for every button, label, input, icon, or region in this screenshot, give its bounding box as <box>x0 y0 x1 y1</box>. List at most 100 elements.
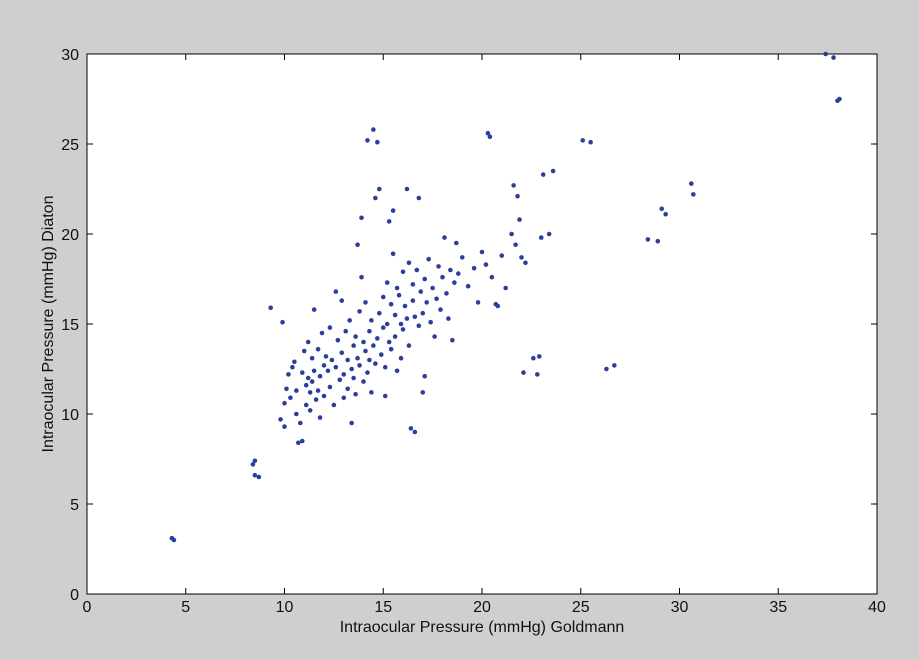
data-point <box>430 285 435 291</box>
data-point <box>365 138 370 143</box>
data-point <box>404 186 410 192</box>
x-tick-label: 25 <box>572 599 590 616</box>
data-point <box>333 364 339 370</box>
data-point <box>377 310 382 316</box>
y-tick-label: 20 <box>61 227 79 244</box>
data-point <box>410 298 416 303</box>
data-point <box>432 334 437 339</box>
data-point <box>456 271 461 276</box>
data-point <box>479 249 485 255</box>
data-point <box>612 363 617 368</box>
data-point <box>353 391 358 397</box>
data-point <box>416 323 422 329</box>
data-point <box>375 336 380 341</box>
x-tick-label: 40 <box>868 599 886 616</box>
data-point <box>377 186 382 192</box>
data-point <box>327 325 333 330</box>
data-point <box>386 339 392 345</box>
data-point <box>339 298 345 303</box>
data-point <box>317 373 323 379</box>
data-point <box>286 372 291 377</box>
x-axis-label: Intraocular Pressure (mmHg) Goldmann <box>340 619 625 636</box>
x-tick-label: 15 <box>374 599 392 616</box>
data-point <box>440 274 445 280</box>
data-point <box>357 363 362 368</box>
data-point <box>396 292 402 298</box>
data-point <box>406 260 412 266</box>
data-point <box>509 231 514 237</box>
data-point <box>546 231 552 237</box>
data-point <box>369 390 374 395</box>
data-point <box>341 395 347 401</box>
data-point <box>691 192 696 197</box>
data-point <box>361 339 366 345</box>
data-point <box>519 255 524 260</box>
data-point <box>349 420 354 426</box>
data-point <box>373 361 378 366</box>
data-point <box>420 310 426 316</box>
data-point <box>384 280 390 285</box>
data-point <box>380 294 386 300</box>
data-point <box>307 390 313 395</box>
data-point <box>604 366 609 372</box>
data-point <box>408 426 414 431</box>
data-point <box>823 51 828 57</box>
x-tick-label: 0 <box>83 599 92 616</box>
data-point <box>315 388 321 393</box>
y-tick-label: 15 <box>61 317 79 334</box>
data-point <box>422 276 428 282</box>
data-point <box>337 377 343 383</box>
data-point <box>412 429 418 435</box>
data-point <box>294 411 299 417</box>
axes-background <box>86 53 878 595</box>
x-tick-label: 30 <box>671 599 689 616</box>
data-point <box>517 217 522 222</box>
data-point <box>398 355 404 361</box>
data-point <box>442 235 447 240</box>
data-point <box>256 474 262 480</box>
data-point <box>280 319 285 325</box>
data-point <box>369 318 374 323</box>
axis-ticks: 0 5 10 15 20 25 30 35 40 0 5 10 15 20 25 30 <box>61 47 886 616</box>
y-axis-label: Intraocular Pressure (mmHg) Diaton <box>40 196 57 453</box>
data-point <box>363 348 368 354</box>
data-point <box>347 318 352 323</box>
data-point <box>278 417 283 422</box>
data-point <box>363 300 368 305</box>
data-point <box>305 339 311 345</box>
data-point <box>375 139 380 145</box>
data-point <box>294 388 299 393</box>
data-point <box>398 321 404 327</box>
x-tick-label: 10 <box>276 599 294 616</box>
data-point <box>392 312 398 318</box>
data-point <box>448 267 453 273</box>
data-point <box>380 325 386 330</box>
data-point <box>371 127 376 132</box>
y-tick-label: 25 <box>61 137 79 154</box>
data-point <box>831 55 836 60</box>
data-point <box>540 172 546 177</box>
data-point <box>386 219 392 224</box>
data-point <box>331 402 337 408</box>
data-point <box>313 397 319 402</box>
data-point <box>309 379 315 384</box>
data-point <box>655 238 661 244</box>
data-point <box>521 370 526 375</box>
data-point <box>371 343 376 348</box>
data-point <box>416 195 422 201</box>
data-point <box>290 364 295 370</box>
data-point <box>663 211 668 217</box>
data-point <box>367 357 372 363</box>
data-point <box>359 274 364 280</box>
data-point <box>422 373 428 379</box>
data-point <box>323 354 329 359</box>
y-tick-label: 5 <box>70 497 79 514</box>
data-point <box>388 346 394 352</box>
data-point <box>444 291 449 296</box>
data-point <box>538 235 544 240</box>
data-point <box>299 370 305 375</box>
data-point <box>355 242 360 248</box>
data-point <box>357 309 362 314</box>
data-point <box>536 354 542 359</box>
data-point <box>428 319 433 325</box>
